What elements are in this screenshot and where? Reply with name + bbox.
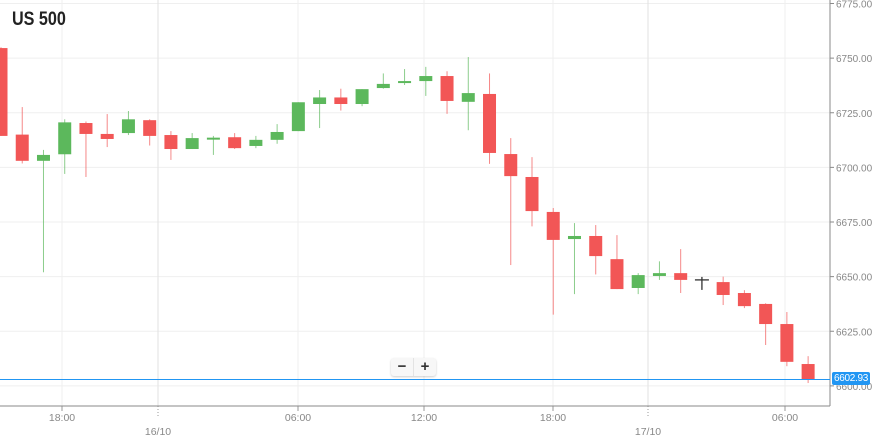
candle-down (143, 119, 157, 146)
candle-body (58, 122, 72, 155)
candle-down (546, 208, 560, 315)
x-tick-label: 16/10 (145, 426, 171, 438)
candle-down (79, 121, 93, 177)
y-tick-label: 6675.00 (836, 218, 873, 229)
y-tick-label: 6650.00 (836, 273, 873, 284)
candle-body (291, 102, 305, 132)
x-tick-label: 12:00 (411, 412, 437, 424)
candle-up (291, 102, 305, 132)
candle-body (36, 154, 50, 161)
candle-body (15, 134, 29, 161)
candle-body (334, 97, 348, 105)
candle-up (398, 69, 412, 86)
candle-body (164, 135, 178, 150)
candle-body (546, 211, 560, 240)
candle-down (15, 107, 29, 164)
candle-body (801, 364, 815, 380)
candle-body (143, 120, 157, 136)
instrument-title: US 500 (12, 9, 66, 30)
candle-down (801, 356, 815, 384)
y-tick-label: 6625.00 (836, 327, 873, 338)
candle-up (270, 124, 284, 144)
candle-body (0, 48, 8, 136)
candle-body (419, 76, 433, 82)
candle-body (525, 176, 539, 212)
candle-body (249, 139, 263, 146)
candle-down (780, 312, 794, 367)
candle-up (58, 119, 72, 174)
candle-body (100, 133, 114, 139)
candle-body (631, 275, 645, 288)
candle-down (0, 47, 8, 136)
x-tick-label: 06:00 (772, 412, 798, 424)
crosshair-cursor-icon (694, 276, 709, 290)
candle-body (759, 303, 773, 325)
candle-body (313, 97, 327, 105)
candle-body (674, 273, 688, 280)
x-tick-label: 18:00 (49, 412, 75, 424)
candle-down (716, 276, 730, 306)
candle-up (206, 135, 220, 155)
candle-body (652, 273, 666, 276)
y-tick-label: 6750.00 (836, 54, 873, 65)
candle-down (100, 114, 114, 148)
candle-up (376, 73, 390, 89)
x-tick-label: 17/10 (635, 426, 661, 438)
candle-down (228, 133, 242, 150)
candle-up (567, 223, 581, 295)
candle-body (228, 137, 242, 149)
candle-down (504, 138, 518, 266)
candle-up (249, 135, 263, 149)
candle-body (504, 154, 518, 177)
candle-down (164, 131, 178, 160)
candle-body (206, 137, 220, 140)
candle-body (716, 282, 730, 295)
candle-body (376, 83, 390, 89)
zoom-out-button[interactable]: − (397, 358, 407, 375)
candle-up (36, 149, 50, 273)
candle-body (398, 81, 412, 84)
y-tick-label: 6775.00 (836, 0, 873, 11)
candle-body (737, 293, 751, 307)
zoom-controls: − + (391, 358, 436, 376)
candle-body (589, 235, 603, 257)
candle-down (674, 249, 688, 294)
candle-down (589, 225, 603, 275)
candle-down (483, 73, 497, 164)
candle-up (355, 89, 369, 107)
candle-up (419, 66, 433, 96)
candle-body (355, 89, 369, 105)
candle-down (334, 88, 348, 111)
zoom-in-button[interactable]: + (413, 358, 436, 376)
last-price-label: 6602.93 (832, 372, 871, 386)
candle-up (461, 57, 475, 131)
candle-up (631, 273, 645, 295)
candle-body (185, 138, 199, 150)
candle-up (313, 90, 327, 129)
candle-body (270, 131, 284, 140)
y-tick-label: 6700.00 (836, 163, 873, 174)
candle-body (567, 235, 581, 240)
candle-down (737, 290, 751, 309)
candle-body (483, 93, 497, 153)
y-tick-label: 6600.00 (836, 382, 873, 393)
candle-down (610, 235, 624, 290)
candle-up (121, 111, 135, 136)
candle-body (440, 76, 454, 101)
candle-body (79, 123, 93, 134)
candle-body (610, 259, 624, 290)
candle-body (121, 119, 135, 134)
y-tick-label: 6725.00 (836, 109, 873, 120)
candle-down (440, 71, 454, 114)
x-tick-label: 18:00 (540, 412, 566, 424)
candle-up (652, 261, 666, 280)
candle-down (759, 303, 773, 346)
candle-up (185, 133, 199, 150)
x-tick-label: 06:00 (285, 412, 311, 424)
candle-body (780, 324, 794, 362)
candle-body (461, 93, 475, 102)
candle-down (525, 157, 539, 227)
